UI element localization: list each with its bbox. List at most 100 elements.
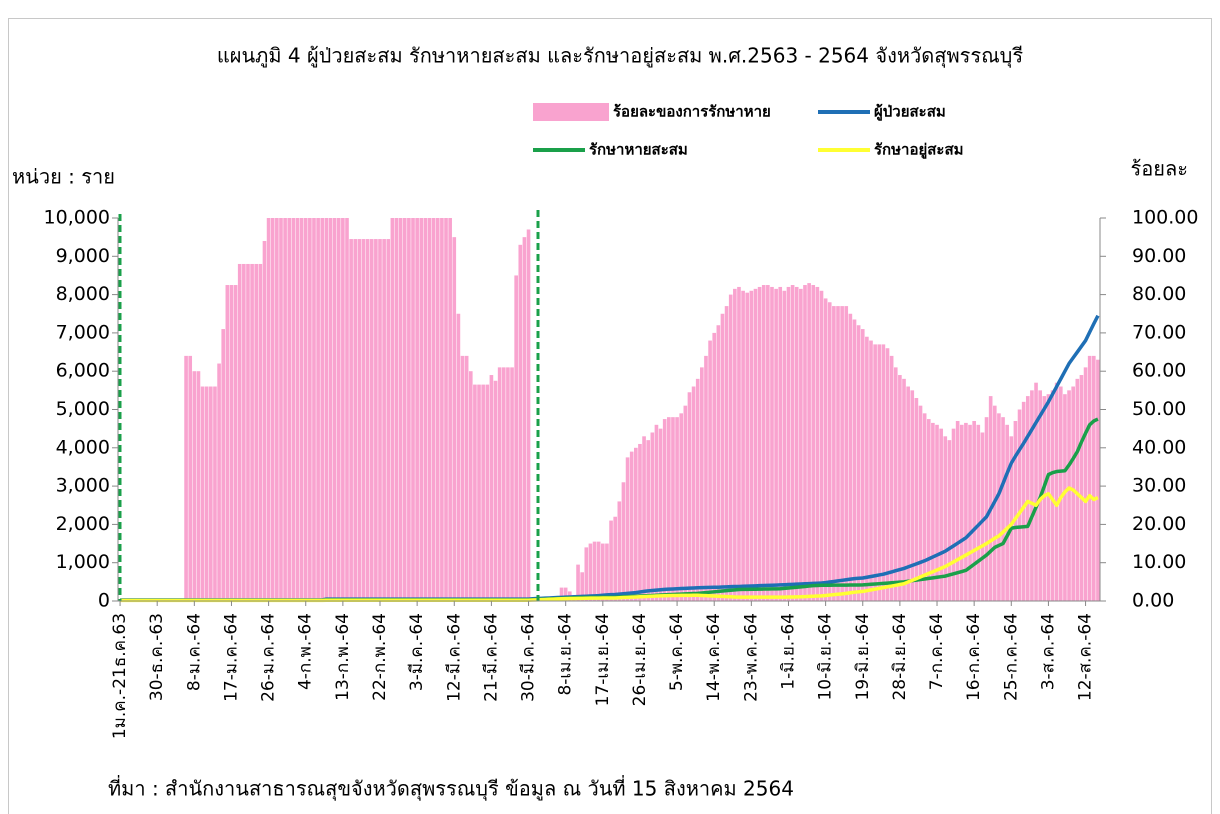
x-tick-label: 30-ธ.ค.-63 [147,613,167,701]
bar [386,239,391,601]
line [120,417,1099,602]
bar [254,263,259,601]
x-tick-label: 12-ส.ค.-64 [1076,613,1096,701]
bar [766,285,770,601]
y-tick-label: 8,000 [56,283,110,305]
x-tick-label: 17-เม.ย.-64 [593,613,613,706]
x-tick-label: 1-มิ.ย.-64 [778,613,798,690]
bar [369,239,374,601]
bar [770,286,774,601]
x-tick-label: 17-ม.ค.-64 [221,613,241,702]
bar [893,367,898,601]
bar [807,283,811,601]
bar [815,286,820,601]
bar [728,294,733,601]
bar [361,239,366,601]
bar [634,447,638,601]
bar [510,367,514,601]
bar [922,413,927,601]
bar [407,218,411,601]
bar [984,417,989,601]
bar [295,218,300,601]
bar [1075,378,1080,601]
bar [988,396,993,601]
bar [580,572,584,601]
bar [671,417,675,601]
bar [1058,386,1063,601]
bar [427,218,432,601]
bar [258,263,263,601]
bar [1046,394,1051,601]
bar [316,218,320,601]
bar [964,422,968,601]
bar [423,218,428,601]
bar [621,482,626,601]
bar [638,443,642,601]
bar [213,386,217,601]
x-tick-label: 3-มี.ค.-64 [407,613,427,691]
bar [675,417,679,601]
bar [312,218,316,601]
line [120,486,1099,603]
x-tick-label: 3-ส.ค.-64 [1038,613,1058,690]
source-note: ที่มา : สำนักงานสาธารณสุขจังหวัดสุพรรณบุ… [108,775,794,802]
bar [1001,417,1005,601]
bar [898,375,902,601]
bar [877,344,882,601]
bar [712,332,717,601]
bar [832,306,836,601]
x-tick-label: 7-ก.ค.-64 [927,613,947,690]
bar [242,263,246,601]
x-tick-label: 26-ม.ค.-64 [259,613,279,702]
bar [188,355,193,601]
bar [1025,396,1030,601]
bar [794,286,799,601]
bar [704,355,708,601]
bar [654,424,659,601]
legend-label: รักษาอยู่สะสม [874,141,964,160]
x-tick-label: 14-พ.ค.-64 [704,613,724,702]
bar [237,263,242,601]
bar [968,424,972,601]
chart-title: แผนภูมิ 4 ผู้ป่วยสะสม รักษาหายสะสม และรั… [217,44,1024,69]
bar [662,419,667,601]
bar [559,587,564,601]
y2-tick-label: 60.00 [1132,360,1186,382]
chart-frame [8,18,1212,814]
bar [667,417,671,601]
line [120,314,1100,602]
x-tick-label: 25-ก.ค.-64 [1001,613,1021,701]
bar [869,340,873,601]
bar [1067,390,1071,601]
bar [1050,390,1055,601]
bar [374,239,378,601]
y-tick-label: 0 [98,590,110,612]
bar [947,440,952,601]
y2-tick-label: 100.00 [1132,207,1198,229]
bar [398,218,403,601]
bar [997,413,1001,601]
x-tick-label: 21-มี.ค.-64 [481,613,501,702]
bar [448,218,452,601]
bar [1009,436,1014,601]
bar [576,564,580,601]
bar [196,371,201,601]
legend-label: ร้อยละของการรักษาหาย [613,103,771,121]
bar [951,428,956,601]
bar [935,424,939,601]
bar [918,405,923,601]
bar [803,285,807,601]
bar [287,218,292,601]
bar [402,218,407,601]
bar [700,367,704,601]
y2-tick-label: 40.00 [1132,436,1186,458]
bar [353,239,358,601]
x-tick-label: 10-มิ.ย.-64 [816,613,836,701]
bar [889,355,894,601]
bar [378,239,382,601]
bar [440,218,444,601]
y-tick-label: 3,000 [56,475,110,497]
x-tick-label: 30-มี.ค.-64 [519,613,539,702]
y2-tick-label: 0.00 [1132,590,1174,612]
bar [646,440,651,601]
